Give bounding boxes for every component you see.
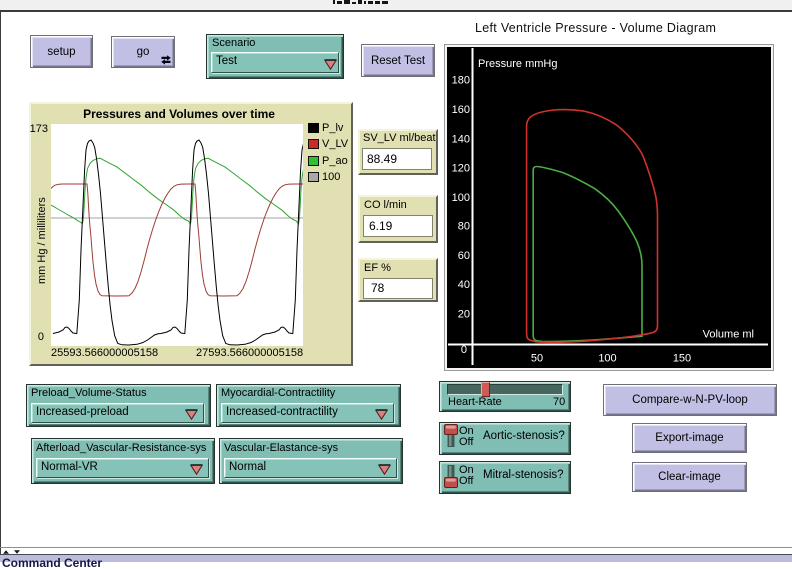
svg-text:Pressure mmHg: Pressure mmHg (478, 58, 557, 70)
svg-text:140: 140 (452, 134, 470, 146)
svg-text:100: 100 (598, 353, 616, 365)
svg-text:mm Hg / milliliters: mm Hg / milliliters (36, 197, 48, 284)
svg-text:40: 40 (458, 279, 470, 291)
svg-text:120: 120 (452, 162, 470, 174)
svg-text:60: 60 (458, 250, 470, 262)
svg-text:0: 0 (461, 344, 467, 356)
svg-text:50: 50 (531, 353, 543, 365)
svg-text:80: 80 (458, 221, 470, 233)
svg-text:Volume ml: Volume ml (703, 329, 754, 341)
svg-text:150: 150 (673, 353, 691, 365)
svg-text:20: 20 (458, 308, 470, 320)
svg-text:160: 160 (452, 104, 470, 116)
svg-text:100: 100 (452, 192, 470, 204)
svg-text:180: 180 (452, 75, 470, 87)
